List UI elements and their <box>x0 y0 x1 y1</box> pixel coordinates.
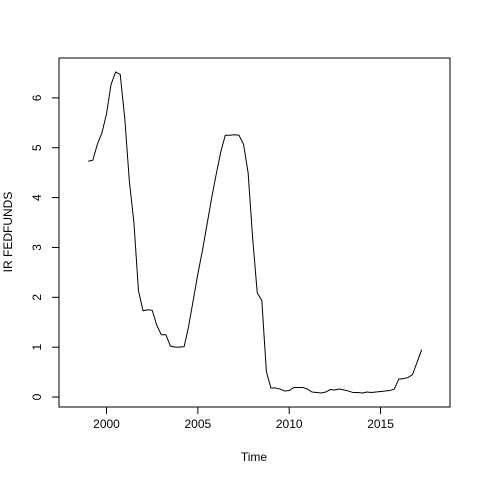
x-axis: 2000 2005 2010 2015 <box>93 407 394 431</box>
x-axis-label: Time <box>241 450 268 464</box>
y-tick-label: 1 <box>30 344 44 351</box>
y-tick-label: 4 <box>30 194 44 201</box>
y-axis-label: IR FEDFUNDS <box>1 192 15 273</box>
x-tick-label: 2000 <box>93 417 120 431</box>
plot-frame <box>58 57 451 408</box>
x-tick-label: 2015 <box>367 417 394 431</box>
y-axis: 0 1 2 3 4 5 6 <box>30 94 59 400</box>
y-tick-label: 3 <box>30 244 44 251</box>
y-tick-label: 0 <box>30 393 44 400</box>
x-tick-label: 2010 <box>276 417 303 431</box>
y-tick-label: 2 <box>30 294 44 301</box>
series-line <box>88 71 423 394</box>
y-tick-label: 6 <box>30 94 44 101</box>
y-tick-label: 5 <box>30 144 44 151</box>
x-tick-label: 2005 <box>185 417 212 431</box>
